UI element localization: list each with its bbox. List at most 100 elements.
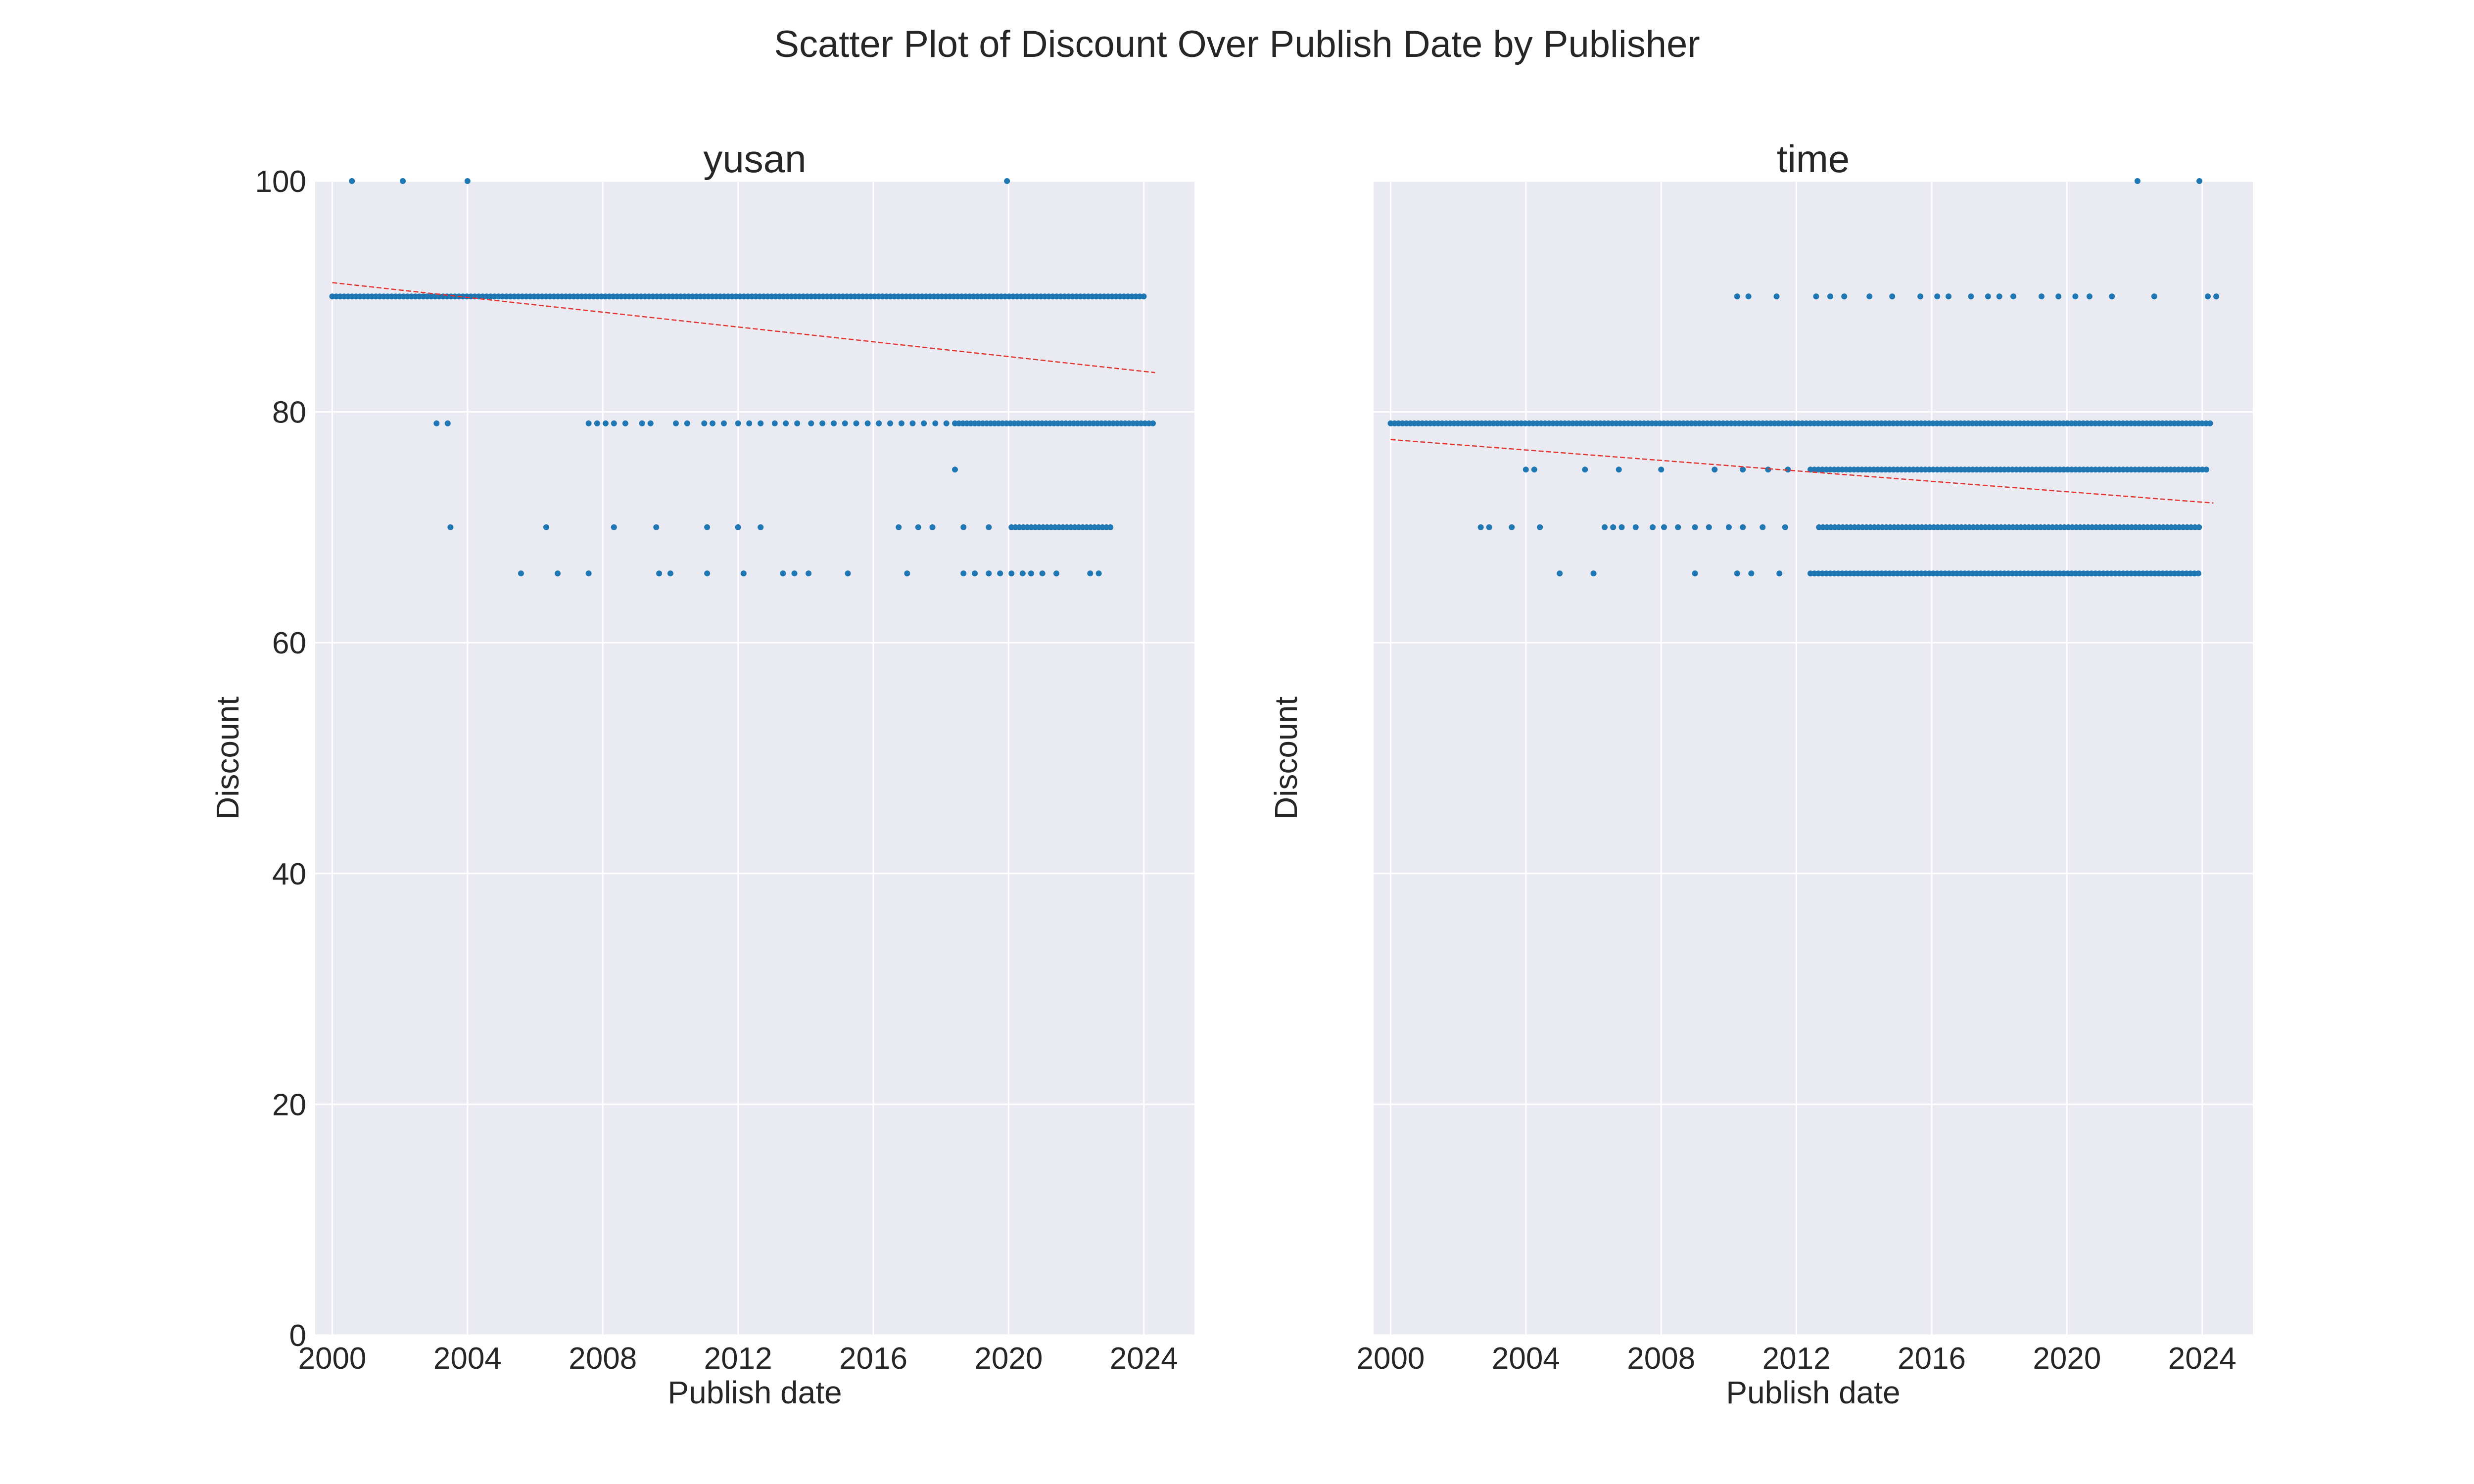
data-point [647, 420, 654, 426]
data-point [887, 420, 893, 426]
data-point [1712, 466, 1718, 473]
y-tick-label: 80 [272, 396, 306, 430]
data-point [1632, 524, 1639, 530]
data-point [667, 570, 673, 577]
data-point [400, 178, 406, 184]
data-point [2207, 420, 2213, 426]
data-point [555, 570, 561, 577]
data-point [710, 420, 716, 426]
data-point [1039, 570, 1046, 577]
data-point [656, 570, 663, 577]
data-point [952, 466, 958, 473]
data-point [1150, 420, 1156, 426]
data-point [653, 524, 660, 530]
data-point [2010, 293, 2016, 300]
data-point [904, 570, 910, 577]
data-point [746, 420, 753, 426]
data-point [1141, 293, 1147, 300]
data-point [960, 570, 967, 577]
data-point [2205, 293, 2211, 300]
data-point [864, 420, 871, 426]
plot-area [315, 181, 1194, 1335]
data-point [1590, 570, 1597, 577]
data-points [329, 178, 1156, 577]
chart-panels: 2000 2004 2008 2012 2016 2020 2024 0 20 40 60 80 100… [210, 137, 2253, 1410]
trend-line [332, 282, 1155, 373]
data-points [1387, 178, 2220, 577]
x-tick-label: 2020 [974, 1342, 1043, 1376]
data-point [2086, 293, 2093, 300]
data-point [2151, 293, 2157, 300]
data-point [1706, 524, 1712, 530]
data-point [1760, 524, 1766, 530]
x-tick-label: 2024 [2168, 1342, 2236, 1376]
data-point [704, 570, 711, 577]
panel-time: 2000 2004 2008 2012 2016 2020 2024 time Publish … [1268, 137, 2253, 1410]
trend-line [1390, 439, 2214, 504]
data-point [808, 420, 814, 426]
data-point [1889, 293, 1896, 300]
data-point [806, 570, 812, 577]
data-point [444, 420, 451, 426]
data-point [842, 420, 848, 426]
data-point [1557, 570, 1563, 577]
data-point [611, 524, 617, 530]
data-point [853, 420, 859, 426]
data-point [447, 524, 454, 530]
data-point [1053, 570, 1059, 577]
data-point [1813, 293, 1819, 300]
y-tick-label: 60 [272, 626, 306, 660]
data-point [585, 570, 592, 577]
data-point [1917, 293, 1924, 300]
data-point [1745, 293, 1752, 300]
data-point [1996, 293, 2002, 300]
data-point [2203, 466, 2209, 473]
data-point [1782, 524, 1788, 530]
data-point [1509, 524, 1515, 530]
data-point [464, 178, 471, 184]
panel-title: time [1777, 137, 1850, 181]
data-point [1776, 570, 1783, 577]
data-point [349, 178, 355, 184]
x-tick-label: 2004 [1492, 1342, 1560, 1376]
x-tick-label: 2020 [2033, 1342, 2101, 1376]
x-tick-label: 2016 [839, 1342, 907, 1376]
data-point [1785, 466, 1791, 473]
data-point [1934, 293, 1941, 300]
data-point [1616, 466, 1622, 473]
x-tick-label: 2004 [433, 1342, 502, 1376]
data-point [780, 570, 786, 577]
data-point [735, 420, 741, 426]
panel-yusan: 2000 2004 2008 2012 2016 2020 2024 0 20 40 60 80 100… [210, 137, 1194, 1410]
data-point [1486, 524, 1492, 530]
data-point [684, 420, 690, 426]
chart-title: Scatter Plot of Discount Over Publish Da… [774, 23, 1700, 65]
data-point [1740, 466, 1746, 473]
data-point [1095, 570, 1102, 577]
data-point [898, 420, 904, 426]
data-point [929, 524, 936, 530]
data-point [1107, 524, 1114, 530]
y-tick-label: 0 [289, 1319, 306, 1353]
data-point [1087, 570, 1094, 577]
data-point [1537, 524, 1543, 530]
data-point [611, 420, 617, 426]
data-point [1582, 466, 1588, 473]
x-tick-label: 2012 [1762, 1342, 1831, 1376]
data-point [1019, 570, 1026, 577]
data-point [1946, 293, 1951, 300]
data-point [2195, 570, 2201, 577]
data-point [771, 420, 778, 426]
data-point [943, 420, 950, 426]
data-point [1866, 293, 1873, 300]
x-tick-label: 2024 [1110, 1342, 1178, 1376]
x-axis-label: Publish date [667, 1375, 842, 1410]
data-point [2038, 293, 2045, 300]
data-point [1968, 293, 1974, 300]
data-point [791, 570, 798, 577]
data-point [594, 420, 600, 426]
x-axis-label: Publish date [1726, 1375, 1900, 1410]
data-point [622, 420, 628, 426]
data-point [701, 420, 708, 426]
